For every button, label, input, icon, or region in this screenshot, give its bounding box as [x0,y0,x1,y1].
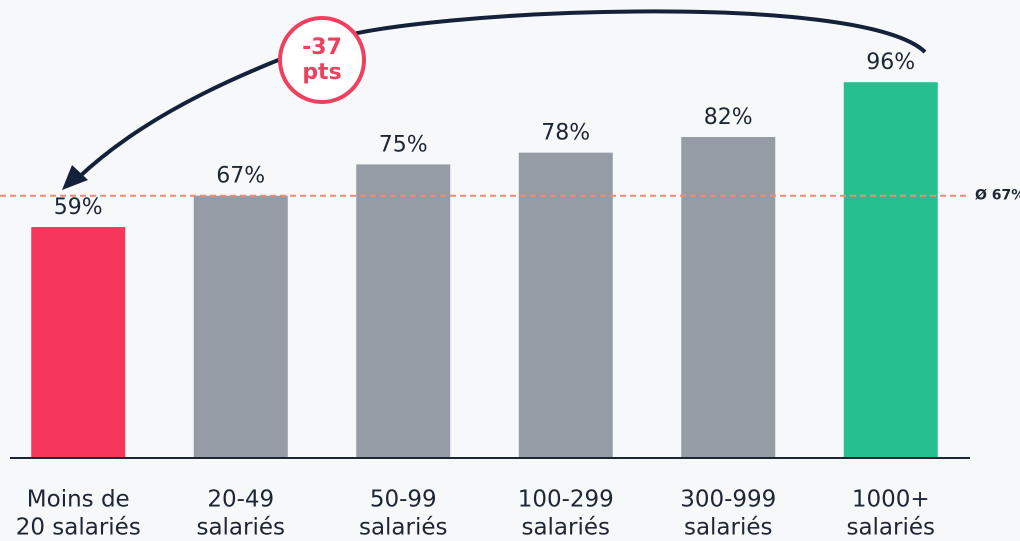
value-label: 96% [866,50,915,75]
x-tick-label: 1000+ [852,487,930,513]
x-tick-label: 50-99 [370,487,437,513]
value-label: 82% [704,105,753,130]
x-tick-label: salariés [846,515,935,541]
bar [31,227,126,458]
bar [193,195,288,458]
annotation-circle [278,16,366,104]
value-label: 67% [216,164,265,189]
x-tick-label: 300-999 [680,487,776,513]
x-tick-label: 20-49 [207,487,274,513]
annotation-text: -37 [302,35,342,60]
reference-label: Ø 67% [975,188,1020,204]
value-label: 59% [54,195,103,220]
x-tick-label: salariés [521,515,610,541]
bar [518,152,613,458]
bar [843,82,938,458]
annotation-text: pts [302,60,341,85]
bar [356,164,451,458]
annotation-arrow [76,9,927,180]
value-label: 75% [379,132,428,157]
x-tick-label: salariés [196,515,285,541]
x-tick-label: 100-299 [518,487,614,513]
x-tick-label: 20 salariés [16,515,141,541]
x-tick-label: salariés [684,515,773,541]
bar [681,137,776,458]
arrow-head [62,165,88,190]
x-tick-label: salariés [359,515,448,541]
value-label: 78% [541,121,590,146]
x-tick-label: Moins de [27,487,130,513]
